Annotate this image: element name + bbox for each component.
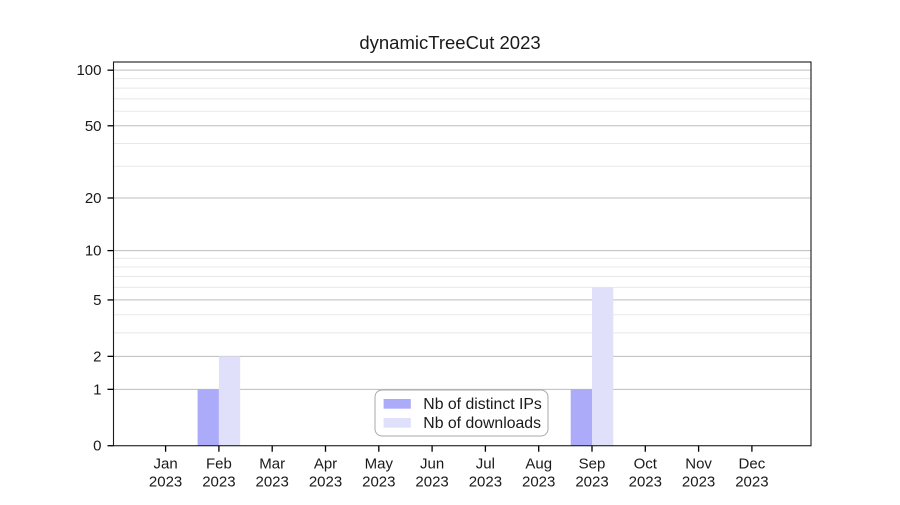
svg-text:2023: 2023	[362, 474, 395, 491]
svg-text:2023: 2023	[149, 474, 182, 491]
svg-text:Mar: Mar	[259, 456, 285, 473]
svg-text:Nb of downloads: Nb of downloads	[423, 415, 541, 432]
svg-text:Feb: Feb	[206, 456, 232, 473]
svg-text:dynamicTreeCut 2023: dynamicTreeCut 2023	[359, 32, 540, 53]
svg-text:20: 20	[85, 190, 102, 207]
svg-text:2023: 2023	[202, 474, 235, 491]
svg-text:5: 5	[93, 292, 101, 309]
svg-text:Apr: Apr	[314, 456, 337, 473]
svg-text:2023: 2023	[735, 474, 768, 491]
svg-text:50: 50	[85, 118, 102, 135]
svg-text:Oct: Oct	[634, 456, 658, 473]
svg-text:2023: 2023	[629, 474, 662, 491]
svg-text:2023: 2023	[256, 474, 289, 491]
svg-text:2023: 2023	[309, 474, 342, 491]
svg-text:Aug: Aug	[525, 456, 552, 473]
svg-text:May: May	[365, 456, 394, 473]
svg-text:Jun: Jun	[420, 456, 444, 473]
svg-text:2023: 2023	[469, 474, 502, 491]
svg-text:2023: 2023	[415, 474, 448, 491]
svg-text:Jan: Jan	[154, 456, 178, 473]
svg-text:Dec: Dec	[739, 456, 766, 473]
svg-text:0: 0	[93, 438, 101, 455]
svg-text:1: 1	[93, 381, 101, 398]
svg-text:2023: 2023	[682, 474, 715, 491]
svg-text:Nb of distinct IPs: Nb of distinct IPs	[423, 396, 542, 413]
svg-text:2023: 2023	[522, 474, 555, 491]
svg-text:Sep: Sep	[579, 456, 606, 473]
svg-text:2: 2	[93, 348, 101, 365]
svg-text:10: 10	[85, 243, 102, 260]
svg-text:2023: 2023	[575, 474, 608, 491]
svg-text:Nov: Nov	[685, 456, 712, 473]
svg-text:100: 100	[76, 62, 101, 79]
svg-text:Jul: Jul	[476, 456, 495, 473]
